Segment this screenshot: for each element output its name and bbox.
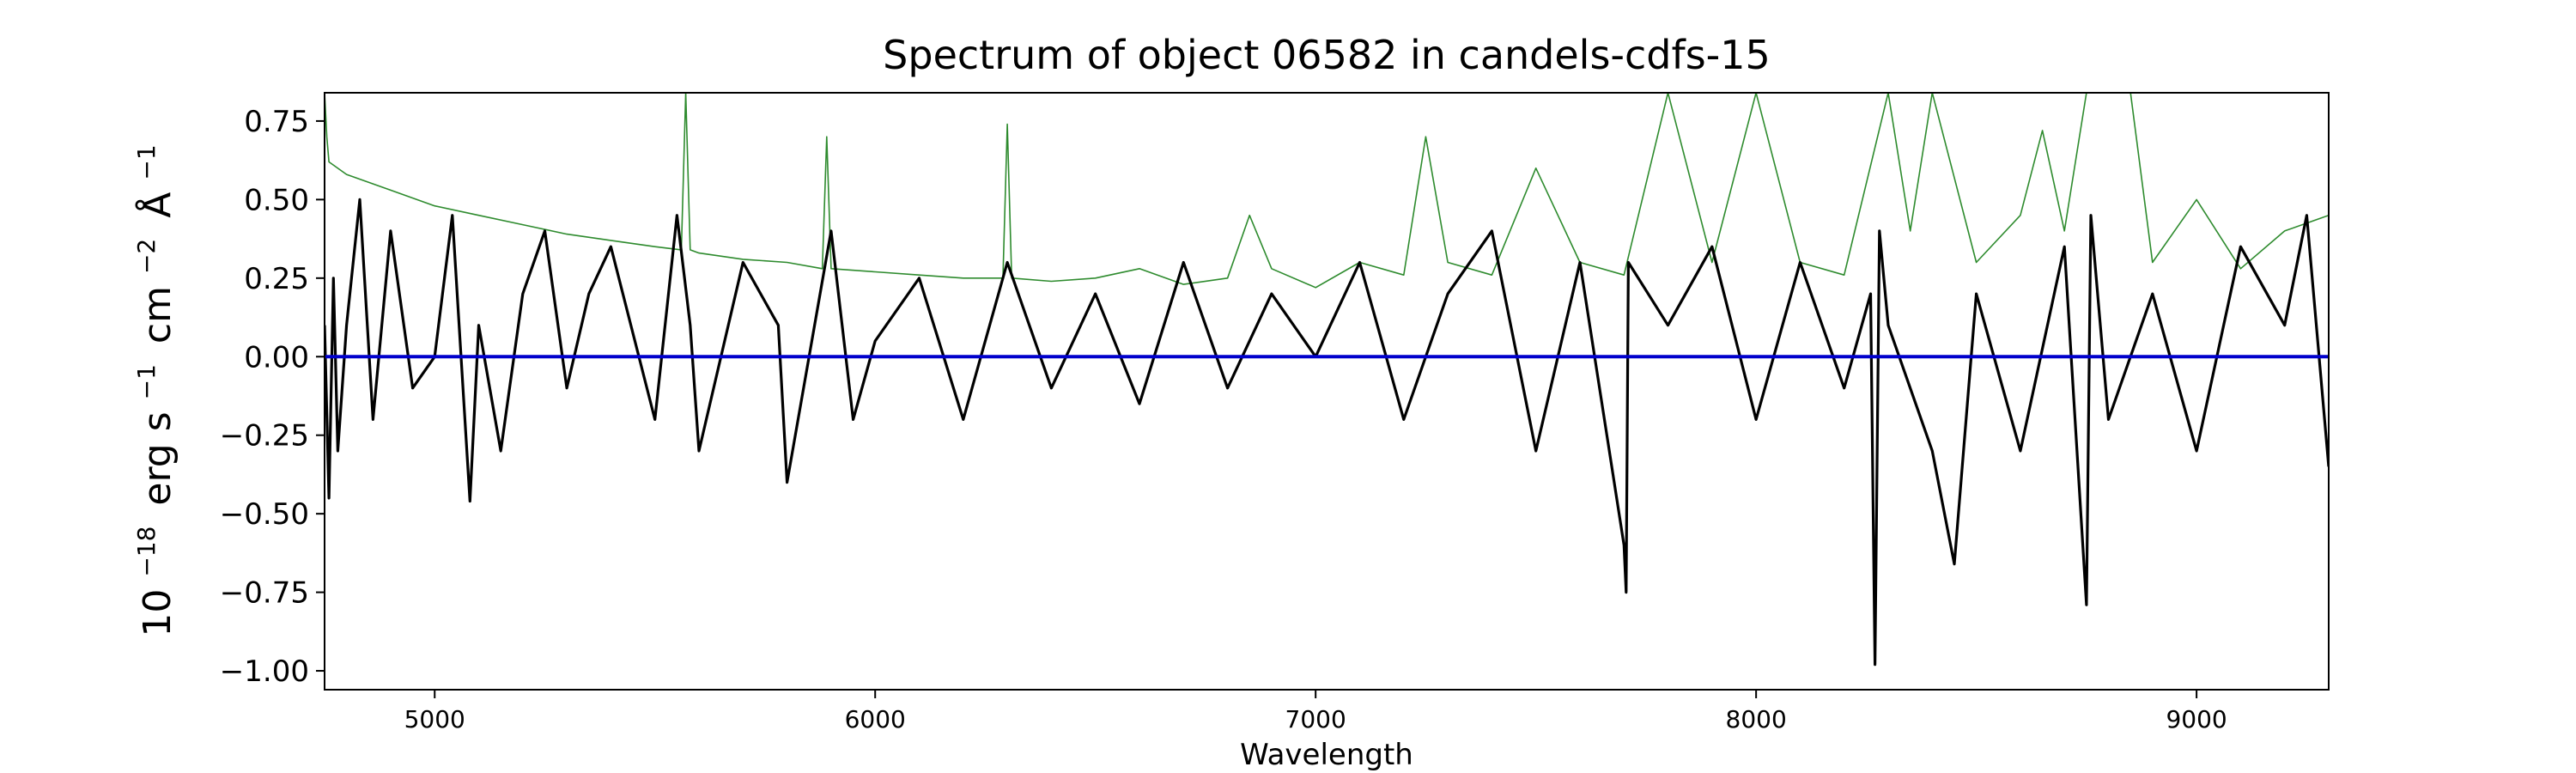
y-label-unit3: Å: [134, 192, 179, 218]
x-tick-label: 7000: [1285, 705, 1346, 733]
y-tick-label: −0.25: [220, 419, 309, 453]
y-tick-label: −0.50: [220, 497, 309, 532]
x-tick-label: 6000: [845, 705, 906, 733]
y-label-exp3: −2: [132, 239, 161, 274]
y-tick-label: −1.00: [220, 654, 309, 689]
y-label-exp4: −1: [132, 144, 161, 180]
y-tick-label: 0.00: [244, 340, 309, 374]
y-label-unit1: erg s: [136, 411, 179, 505]
flux-spectrum-line: [325, 198, 2329, 666]
x-tick-label: 9000: [2166, 705, 2227, 733]
x-tick-label: 8000: [1726, 705, 1787, 733]
chart-title: Spectrum of object 06582 in candels-cdfs…: [883, 32, 1771, 78]
y-label-exp1: −18: [132, 526, 161, 577]
x-tick-label: 5000: [404, 705, 465, 733]
y-tick-label: 0.75: [244, 105, 309, 139]
y-label-unit2: cm: [136, 286, 179, 344]
y-tick-label: −0.75: [220, 576, 309, 611]
y-label-exp2: −1: [132, 364, 161, 399]
y-tick-label: 0.25: [244, 262, 309, 296]
y-axis: −1.00 −0.75 −0.50 −0.25 0.00 0.25 0.50 0.75: [220, 105, 325, 689]
error-spectrum-line: [325, 93, 2329, 289]
y-label-base: 10: [136, 589, 179, 637]
y-axis-label: 10 −18 erg s −1 cm −2 Å −1: [120, 144, 179, 636]
x-axis: 5000 6000 7000 8000 9000: [404, 690, 2227, 733]
series-layer: [325, 93, 2329, 666]
plot-frame: [324, 92, 2330, 691]
y-tick-label: 0.50: [244, 183, 309, 217]
x-axis-label: Wavelength: [1240, 738, 1413, 772]
